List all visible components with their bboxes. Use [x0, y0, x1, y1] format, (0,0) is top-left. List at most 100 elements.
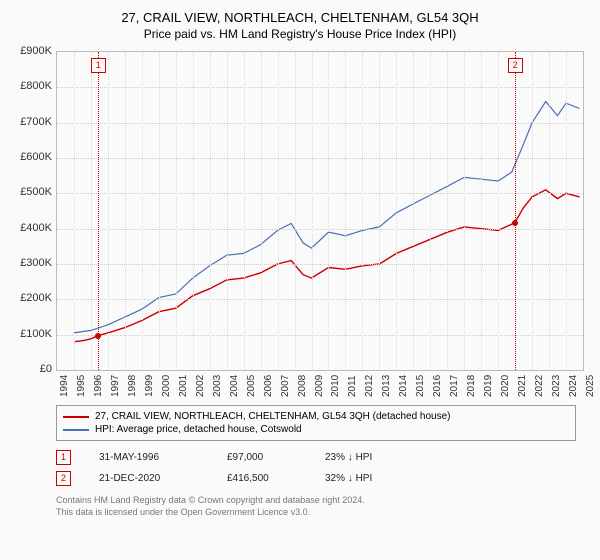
sale-row: 1 31-MAY-1996 £97,000 23% ↓ HPI [56, 447, 590, 468]
legend-label: HPI: Average price, detached house, Cots… [95, 424, 302, 435]
y-axis-label: £100K [20, 328, 52, 340]
gridline-h [57, 335, 583, 336]
gridline-h [57, 264, 583, 265]
gridline-v [159, 52, 160, 370]
x-axis-label: 2024 [568, 375, 579, 397]
x-axis-label: 2001 [178, 375, 189, 397]
page-subtitle: Price paid vs. HM Land Registry's House … [10, 27, 590, 41]
gridline-v [430, 52, 431, 370]
marker-label: 2 [508, 58, 523, 73]
sale-marker: 2 [56, 471, 71, 486]
x-axis-label: 2022 [534, 375, 545, 397]
gridline-h [57, 229, 583, 230]
gridline-h [57, 193, 583, 194]
plot-area: 12 [56, 51, 584, 371]
x-axis-label: 2025 [585, 375, 596, 397]
gridline-v [261, 52, 262, 370]
gridline-h [57, 123, 583, 124]
gridline-v [549, 52, 550, 370]
x-axis-label: 2020 [500, 375, 511, 397]
x-axis-label: 2005 [246, 375, 257, 397]
gridline-v [108, 52, 109, 370]
x-axis-label: 2004 [229, 375, 240, 397]
x-axis-label: 2006 [263, 375, 274, 397]
sale-date: 21-DEC-2020 [99, 473, 199, 484]
y-axis-label: £700K [20, 116, 52, 128]
x-axis-label: 2016 [432, 375, 443, 397]
y-axis-label: £500K [20, 186, 52, 198]
legend-item: 27, CRAIL VIEW, NORTHLEACH, CHELTENHAM, … [63, 410, 569, 423]
x-axis-label: 1997 [110, 375, 121, 397]
gridline-v [345, 52, 346, 370]
x-axis-label: 2018 [466, 375, 477, 397]
gridline-v [295, 52, 296, 370]
series-line [74, 102, 580, 333]
sale-date: 31-MAY-1996 [99, 452, 199, 463]
x-axis-label: 2013 [381, 375, 392, 397]
sales-table: 1 31-MAY-1996 £97,000 23% ↓ HPI 2 21-DEC-2020… [56, 447, 590, 489]
legend-label: 27, CRAIL VIEW, NORTHLEACH, CHELTENHAM, … [95, 411, 451, 422]
x-axis-label: 2023 [551, 375, 562, 397]
gridline-v [176, 52, 177, 370]
gridline-v [362, 52, 363, 370]
x-axis-label: 2011 [347, 375, 358, 397]
gridline-v [464, 52, 465, 370]
gridline-h [57, 87, 583, 88]
footer: Contains HM Land Registry data © Crown c… [56, 495, 576, 518]
x-axis-label: 2007 [280, 375, 291, 397]
gridline-v [91, 52, 92, 370]
gridline-v [379, 52, 380, 370]
x-axis-label: 1998 [127, 375, 138, 397]
y-axis-label: £300K [20, 257, 52, 269]
footer-line: This data is licensed under the Open Gov… [56, 507, 576, 519]
legend-swatch [63, 416, 89, 418]
page-title: 27, CRAIL VIEW, NORTHLEACH, CHELTENHAM, … [10, 10, 590, 25]
x-axis-label: 2021 [517, 375, 528, 397]
x-axis-label: 2003 [212, 375, 223, 397]
gridline-v [210, 52, 211, 370]
gridline-v [413, 52, 414, 370]
legend-item: HPI: Average price, detached house, Cots… [63, 423, 569, 436]
x-axis-label: 2017 [449, 375, 460, 397]
gridline-v [227, 52, 228, 370]
sale-price: £416,500 [227, 473, 297, 484]
y-axis-label: £0 [40, 363, 52, 375]
x-axis-label: 1995 [76, 375, 87, 397]
gridline-v [244, 52, 245, 370]
gridline-v [447, 52, 448, 370]
y-axis-label: £400K [20, 222, 52, 234]
marker-line [98, 52, 99, 370]
sale-pct: 32% ↓ HPI [325, 473, 445, 484]
line-layer [57, 52, 583, 370]
gridline-v [278, 52, 279, 370]
sale-marker: 1 [56, 450, 71, 465]
gridline-v [498, 52, 499, 370]
x-axis-label: 2009 [314, 375, 325, 397]
marker-line [515, 52, 516, 370]
footer-line: Contains HM Land Registry data © Crown c… [56, 495, 576, 507]
gridline-v [481, 52, 482, 370]
marker-dot [512, 220, 518, 226]
legend: 27, CRAIL VIEW, NORTHLEACH, CHELTENHAM, … [56, 405, 576, 441]
gridline-v [532, 52, 533, 370]
y-axis-label: £600K [20, 151, 52, 163]
x-axis-label: 2019 [483, 375, 494, 397]
gridline-h [57, 299, 583, 300]
x-axis-label: 2012 [364, 375, 375, 397]
y-axis-label: £200K [20, 292, 52, 304]
gridline-v [193, 52, 194, 370]
gridline-h [57, 158, 583, 159]
gridline-v [396, 52, 397, 370]
x-axis-label: 2000 [161, 375, 172, 397]
sale-pct: 23% ↓ HPI [325, 452, 445, 463]
legend-swatch [63, 429, 89, 431]
x-axis-label: 2010 [330, 375, 341, 397]
sale-price: £97,000 [227, 452, 297, 463]
gridline-v [566, 52, 567, 370]
gridline-v [74, 52, 75, 370]
x-axis-label: 2015 [415, 375, 426, 397]
gridline-v [125, 52, 126, 370]
sale-row: 2 21-DEC-2020 £416,500 32% ↓ HPI [56, 468, 590, 489]
chart: 12 £0 £100K £200K £300K £400K £500K £600K £700K… [10, 47, 590, 397]
x-axis-label: 1994 [59, 375, 70, 397]
